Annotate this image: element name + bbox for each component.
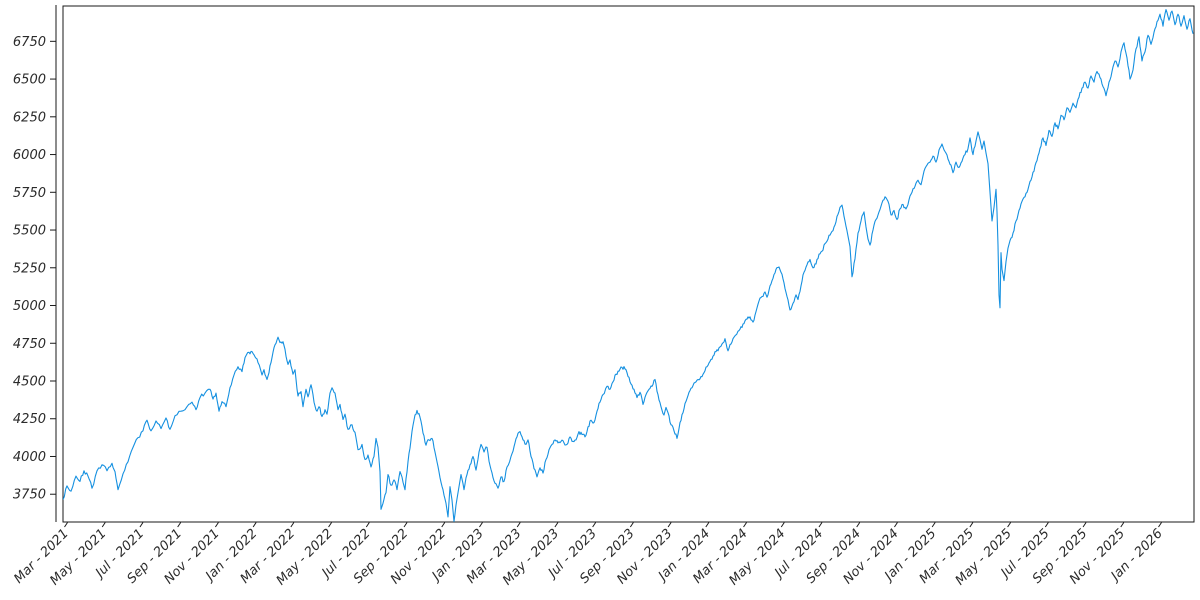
y-tick-label: 4250 [13,412,46,427]
x-tick-mark [139,522,144,528]
x-tick-mark [1082,522,1087,528]
x-tick-mark [592,522,597,528]
x-tick-mark [818,522,823,528]
y-tick-label: 6250 [13,110,46,125]
x-tick-mark [1007,522,1012,528]
x-tick-mark [252,522,257,528]
y-tick-label: 6750 [13,35,46,50]
x-tick-mark [554,522,559,528]
y-tick-label: 4750 [13,337,46,352]
x-tick-mark [403,522,408,528]
x-tick-mark [743,522,747,528]
x-tick-mark [1044,522,1049,528]
x-tick-mark [1120,522,1125,528]
x-tick-mark [780,522,785,528]
x-tick-mark [1158,522,1162,528]
x-tick-mark [441,522,446,528]
x-tick-mark [64,522,68,528]
x-tick-mark [705,522,710,528]
x-tick-mark [516,522,521,528]
x-tick-mark [931,522,936,528]
y-tick-label: 6000 [13,148,46,163]
x-tick-mark [328,522,332,528]
x-tick-mark [629,522,634,528]
y-tick-label: 5000 [13,299,46,314]
x-tick-mark [856,522,861,528]
x-tick-mark [667,522,672,528]
price-line [63,9,1194,522]
y-tick-label: 4000 [13,450,46,465]
x-tick-mark [290,522,295,528]
x-tick-mark [214,522,219,528]
y-tick-label: 4500 [13,374,46,389]
x-tick-mark [969,522,974,528]
plot-frame [62,5,1195,523]
y-tick-label: 5750 [13,186,46,201]
y-tick-label: 6500 [13,73,46,88]
x-tick-mark [101,522,106,528]
y-tick-label: 5500 [13,224,46,239]
x-tick-mark [894,522,898,528]
x-tick-mark [177,522,182,528]
x-tick-mark [479,522,483,528]
y-tick-label: 5250 [13,261,46,276]
x-tick-mark [365,522,370,528]
y-tick-label: 3750 [13,488,46,503]
